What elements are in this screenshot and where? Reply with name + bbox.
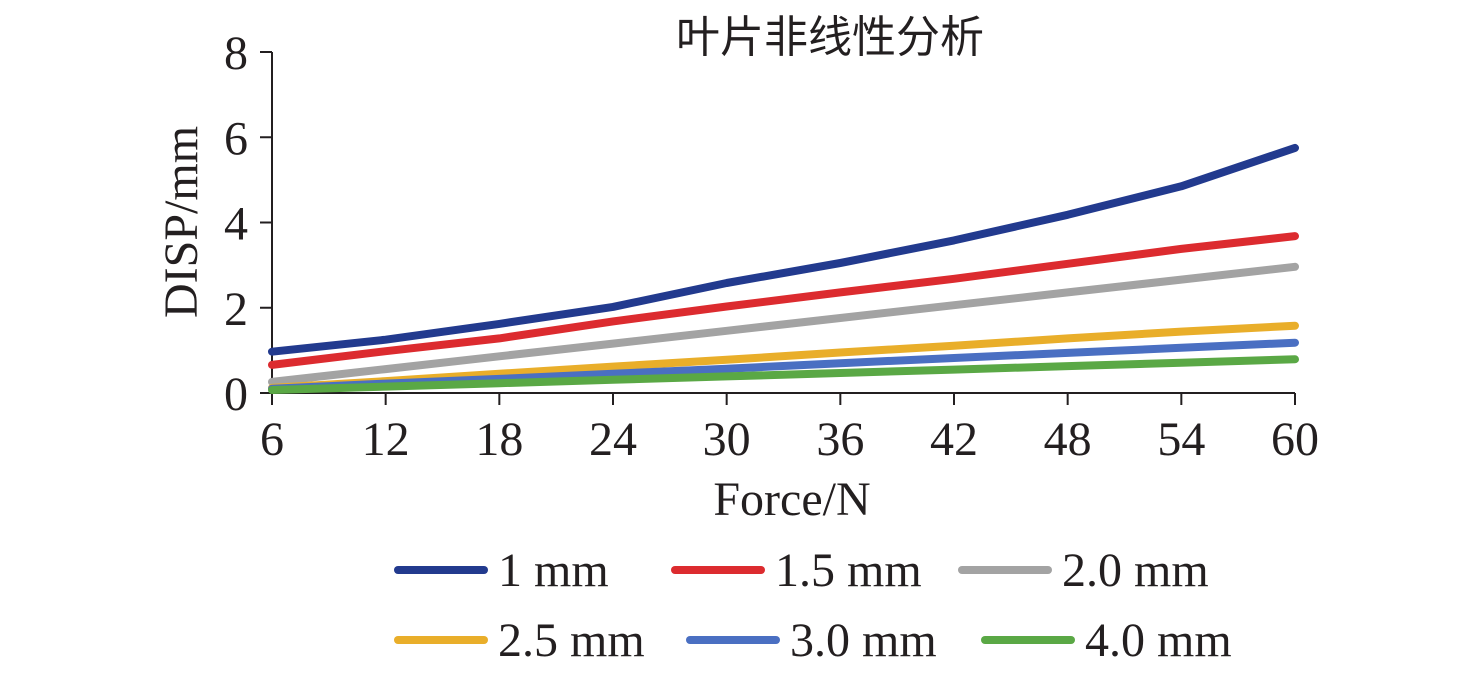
x-tick-label: 18 bbox=[475, 413, 523, 466]
legend: 1 mm 1.5 mm 2.0 mm 2.5 mm 3.0 mm 4.0 mm bbox=[394, 544, 1232, 667]
series-line-2 bbox=[268, 232, 1299, 369]
x-axis-label: Force/N bbox=[713, 473, 870, 526]
x-tick-label: 42 bbox=[930, 413, 978, 466]
y-tick-label: 4 bbox=[224, 198, 248, 251]
x-tick-label: 36 bbox=[816, 413, 864, 466]
y-tick-label: 0 bbox=[224, 368, 248, 421]
series-line-3 bbox=[268, 262, 1299, 386]
x-tick-label: 30 bbox=[703, 413, 751, 466]
x-tick-label: 12 bbox=[362, 413, 410, 466]
series-line-6 bbox=[268, 355, 1299, 394]
x-tick-label: 24 bbox=[589, 413, 637, 466]
legend-label-1: 1 mm bbox=[498, 544, 609, 597]
series-lines bbox=[268, 143, 1299, 394]
y-tick-label: 2 bbox=[224, 283, 248, 336]
legend-label-3: 2.0 mm bbox=[1062, 544, 1209, 597]
legend-label-2: 1.5 mm bbox=[775, 544, 922, 597]
y-tick-label: 6 bbox=[224, 112, 248, 165]
x-tick-label: 6 bbox=[260, 413, 284, 466]
x-tick-label: 48 bbox=[1044, 413, 1092, 466]
legend-label-6: 4.0 mm bbox=[1085, 614, 1232, 667]
legend-label-5: 3.0 mm bbox=[790, 614, 937, 667]
y-axis-label: DISP/mm bbox=[155, 126, 208, 318]
x-tick-label: 54 bbox=[1157, 413, 1205, 466]
x-tick-label: 60 bbox=[1271, 413, 1319, 466]
series-line-1 bbox=[268, 143, 1299, 356]
legend-label-4: 2.5 mm bbox=[498, 614, 645, 667]
chart-title: 叶片非线性分析 bbox=[676, 12, 984, 63]
y-tick-label: 8 bbox=[224, 27, 248, 80]
